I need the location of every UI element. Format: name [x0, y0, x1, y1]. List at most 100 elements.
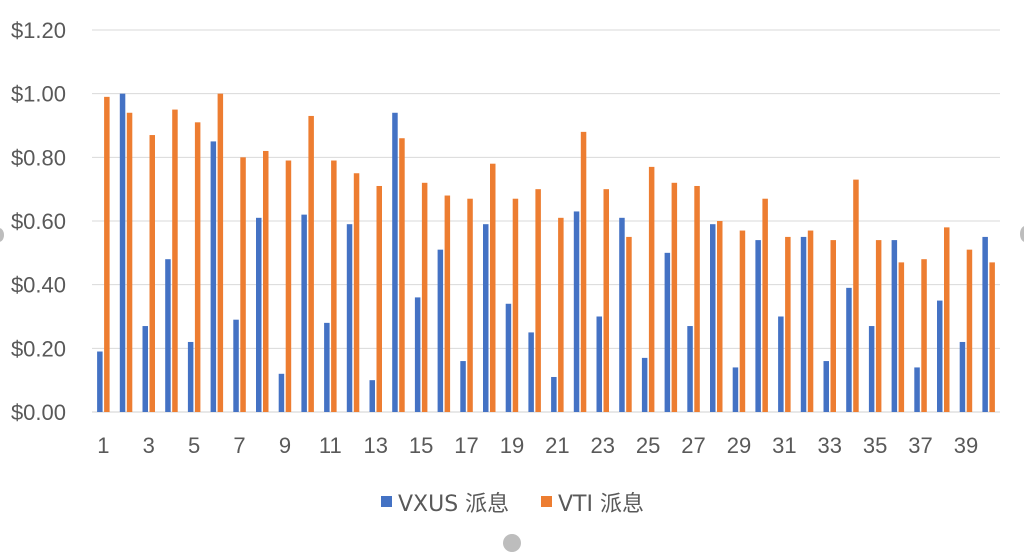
bar-vti-28 [717, 221, 723, 412]
bar-vxus-15 [414, 297, 421, 412]
y-tick-label: $1.00 [11, 82, 66, 107]
x-tick-label: 19 [500, 433, 524, 458]
left-edge-marker [0, 228, 4, 242]
bar-vxus-10 [301, 214, 307, 412]
x-tick-label: 15 [409, 433, 433, 458]
x-tick-label: 33 [818, 433, 842, 458]
x-tick-label: 21 [545, 433, 569, 458]
x-tick-label: 27 [681, 433, 705, 458]
x-tick-label: 11 [319, 433, 342, 458]
y-tick-label: $0.20 [11, 336, 66, 361]
bar-vxus-5 [187, 341, 194, 412]
bar-vti-37 [921, 259, 927, 412]
bar-vxus-39 [959, 341, 966, 412]
bar-vxus-9 [278, 373, 285, 412]
bar-vxus-31 [778, 316, 784, 412]
bar-vti-35 [875, 240, 882, 412]
y-axis-ticks: $0.00 $0.20 $0.40 $0.60 $0.80 $1.00 $1.20 [11, 18, 66, 425]
bar-vxus-22 [573, 211, 580, 412]
bar-vti-19 [512, 198, 519, 412]
bar-vti-18 [490, 163, 496, 412]
bar-vxus-8 [256, 217, 262, 412]
x-tick-label: 25 [636, 433, 660, 458]
bar-vxus-18 [483, 224, 489, 412]
bar-vxus-6 [210, 141, 217, 412]
bar-vti-12 [353, 173, 360, 412]
x-tick-label: 17 [454, 433, 478, 458]
bar-vti-6 [217, 93, 224, 413]
x-tick-label: 7 [233, 433, 245, 458]
bottom-edge-marker [503, 534, 521, 552]
bar-vti-34 [853, 179, 859, 412]
bar-vxus-28 [710, 224, 716, 412]
right-edge-marker [1020, 226, 1024, 242]
bar-vxus-14 [392, 112, 398, 413]
legend-swatch-vxus [381, 496, 392, 507]
bar-vxus-32 [800, 236, 807, 412]
bar-vti-17 [467, 198, 473, 412]
bar-vxus-21 [551, 376, 557, 412]
bar-vti-29 [739, 230, 746, 412]
bar-vxus-37 [914, 367, 920, 412]
bar-vxus-11 [324, 322, 330, 412]
x-tick-label: 37 [908, 433, 932, 458]
bar-vti-4 [172, 109, 178, 412]
x-tick-label: 31 [772, 433, 796, 458]
bar-vti-36 [898, 262, 905, 412]
bar-vti-3 [149, 135, 155, 413]
bar-vti-38 [944, 227, 950, 412]
bar-vxus-33 [823, 361, 829, 412]
bar-vxus-16 [437, 249, 444, 412]
bar-vti-1 [104, 96, 110, 412]
bar-vti-26 [671, 182, 678, 412]
bar-vti-22 [580, 131, 587, 412]
bar-vxus-23 [596, 316, 602, 412]
bar-vxus-25 [641, 357, 648, 412]
y-tick-label: $0.40 [11, 273, 66, 298]
bar-vti-7 [240, 157, 246, 412]
bar-vxus-40 [982, 236, 988, 412]
legend-label-vti: VTI 派息 [558, 492, 644, 517]
bar-vxus-1 [97, 351, 103, 412]
bar-vxus-38 [937, 300, 943, 412]
bar-vti-11 [331, 160, 337, 412]
bar-vxus-19 [505, 303, 512, 412]
legend: VXUS 派息 VTI 派息 [381, 492, 644, 517]
x-tick-label: 3 [143, 433, 155, 458]
bar-vti-13 [376, 185, 382, 412]
x-tick-label: 23 [591, 433, 615, 458]
x-tick-label: 9 [279, 433, 291, 458]
bar-vti-30 [762, 198, 768, 412]
x-tick-label: 13 [364, 433, 388, 458]
bar-vti-31 [785, 236, 791, 412]
bar-vxus-30 [755, 240, 761, 412]
bar-vti-8 [263, 150, 269, 412]
bar-vti-20 [535, 189, 541, 412]
bar-vti-21 [558, 217, 564, 412]
bar-vxus-12 [346, 224, 353, 412]
bar-vxus-20 [528, 332, 534, 412]
x-tick-label: 29 [727, 433, 751, 458]
bar-vxus-27 [687, 326, 693, 412]
x-tick-label: 39 [954, 433, 978, 458]
bar-vti-39 [966, 249, 973, 412]
bar-vxus-36 [891, 240, 898, 412]
bar-vti-10 [308, 115, 314, 412]
bar-vti-32 [807, 230, 814, 412]
x-tick-label: 35 [863, 433, 887, 458]
bar-vti-16 [444, 195, 451, 412]
gridlines [92, 29, 1000, 413]
legend-swatch-vti [541, 496, 552, 507]
y-tick-label: $0.00 [11, 400, 66, 425]
bar-vti-15 [421, 182, 428, 412]
bar-vxus-7 [233, 319, 239, 412]
bar-vxus-24 [619, 217, 625, 412]
x-axis-ticks: 1 3 5 7 9 11 13 15 17 19 21 23 25 27 29 31 33 35 37 39 [97, 433, 978, 458]
bar-vti-23 [603, 189, 609, 412]
y-tick-label: $0.80 [11, 145, 66, 170]
bar-vxus-17 [460, 361, 466, 412]
bar-vxus-4 [165, 259, 171, 412]
bar-vxus-13 [369, 380, 375, 412]
bars [97, 93, 995, 413]
bar-vxus-3 [142, 326, 148, 412]
